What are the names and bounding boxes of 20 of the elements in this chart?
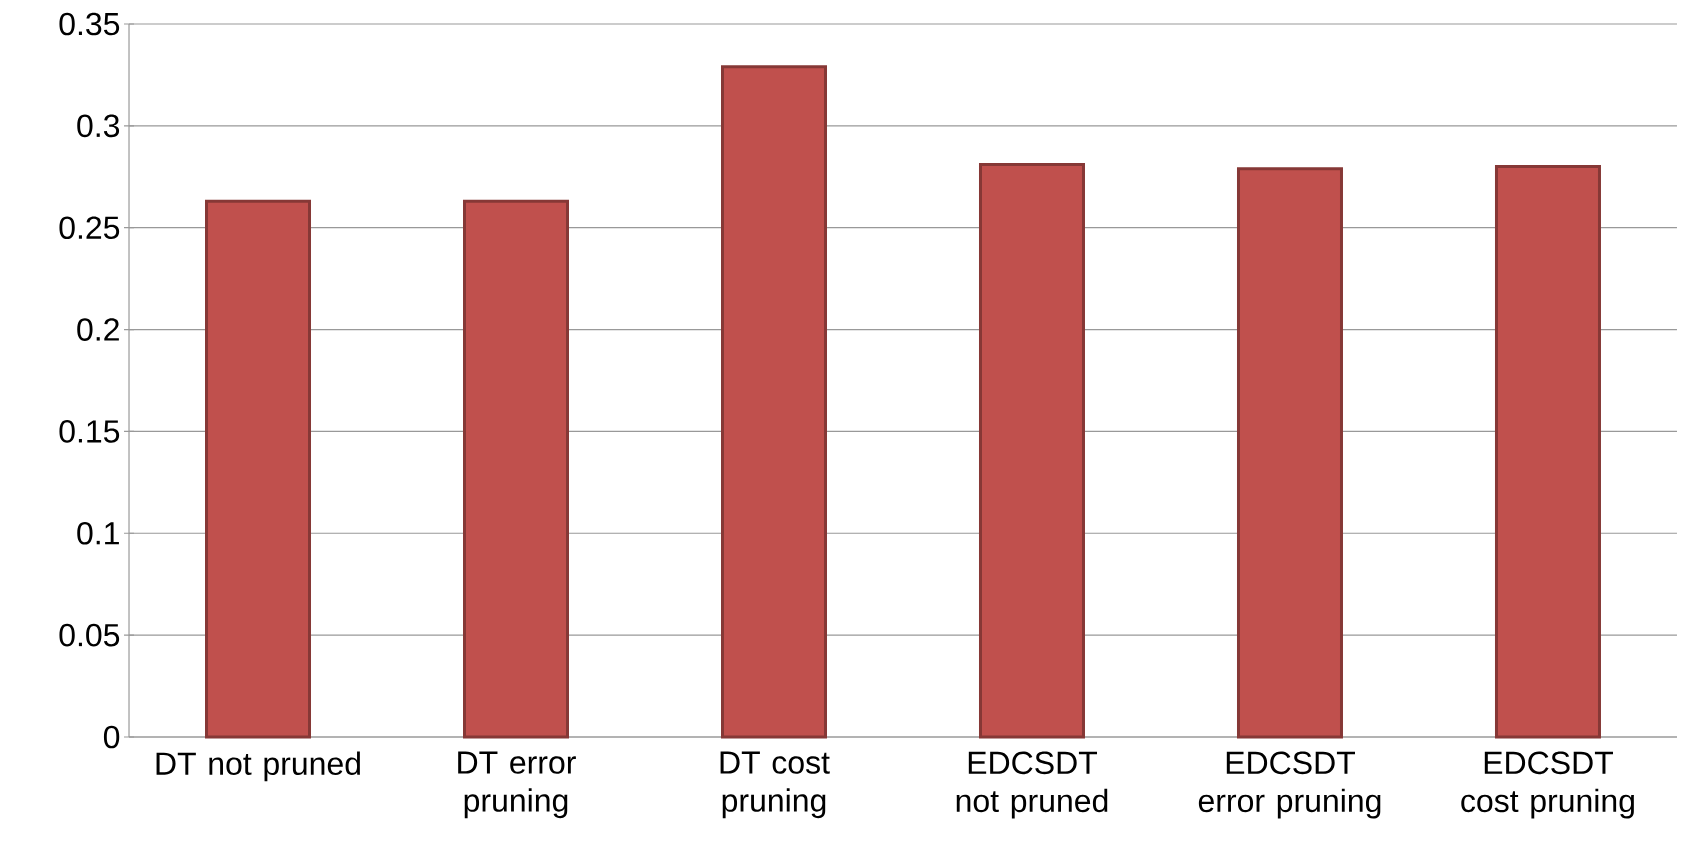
x-tick-label: EDCSDT cost pruning: [1461, 751, 1634, 819]
y-tick-label: 0.2: [77, 318, 119, 341]
y-tick-label: 0.35: [59, 12, 120, 36]
bar: [463, 199, 569, 739]
x-tick-label: EDCSDT not pruned: [956, 751, 1108, 819]
bar: [978, 163, 1085, 739]
y-tick-label: 0.1: [77, 521, 119, 545]
x-tick-label: EDCSDT error pruning: [1198, 751, 1381, 819]
y-tick-label: 0.25: [59, 216, 120, 240]
x-tick-label: DT not pruned: [156, 751, 360, 782]
x-tick-label: DT error pruning: [458, 751, 576, 819]
bar: [205, 199, 312, 739]
y-tick-label: 0.05: [59, 623, 120, 647]
bar: [1236, 167, 1343, 739]
bar: [1494, 165, 1601, 739]
y-tick-label: 0: [103, 725, 120, 749]
x-tick-label: DT cost pruning: [720, 751, 830, 819]
bar: [721, 65, 827, 739]
y-tick-label: 0.15: [59, 420, 120, 443]
y-tick-label: 0.3: [77, 114, 120, 138]
